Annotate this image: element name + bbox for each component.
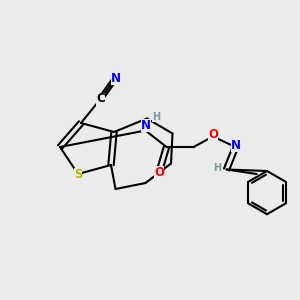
Text: N: N [140,118,151,132]
Text: O: O [154,166,164,179]
Text: O: O [208,128,218,142]
Text: N: N [230,139,241,152]
Text: H: H [152,112,160,122]
Text: C: C [96,92,105,106]
Text: S: S [74,167,82,181]
Text: H: H [213,163,222,173]
Text: N: N [110,71,121,85]
